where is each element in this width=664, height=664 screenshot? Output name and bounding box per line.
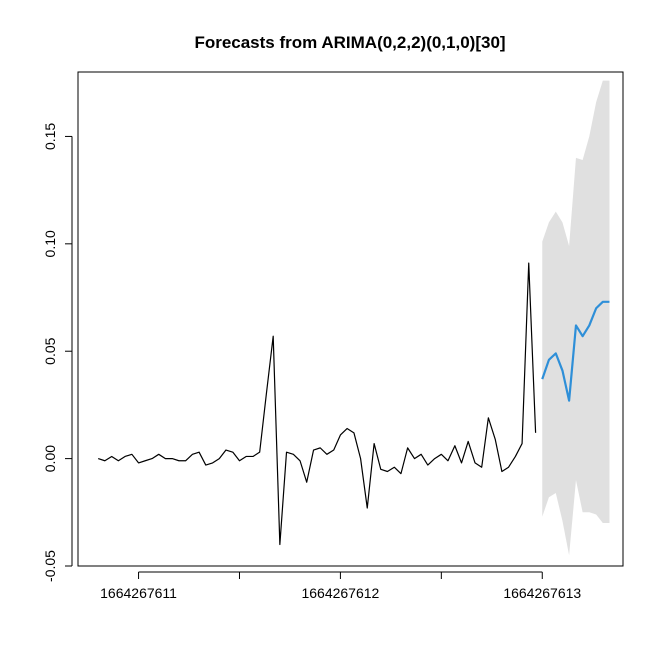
- y-axis: -0.05 0.00 0.05 0.10 0.15: [42, 123, 73, 582]
- x-tick-label: 1664267611: [100, 585, 177, 601]
- y-tick-label: 0.10: [42, 230, 58, 257]
- x-tick-label: 1664267613: [503, 585, 581, 601]
- x-axis: 1664267611 1664267612 1664267613: [100, 571, 581, 601]
- x-tick-label: 1664267612: [301, 585, 379, 601]
- y-tick-label: -0.05: [42, 550, 58, 582]
- chart-title: Forecasts from ARIMA(0,2,2)(0,1,0)[30]: [194, 33, 505, 52]
- series-line-layer: [98, 262, 610, 546]
- y-tick-label: 0.15: [42, 123, 58, 150]
- prediction-interval-band: [542, 80, 610, 556]
- forecast-series-line: [541, 300, 610, 402]
- history-series-line: [98, 262, 537, 546]
- y-tick-label: 0.05: [42, 337, 58, 364]
- prediction-interval-layer: [542, 80, 610, 556]
- y-tick-label: 0.00: [42, 445, 58, 472]
- plot-frame: [77, 71, 624, 567]
